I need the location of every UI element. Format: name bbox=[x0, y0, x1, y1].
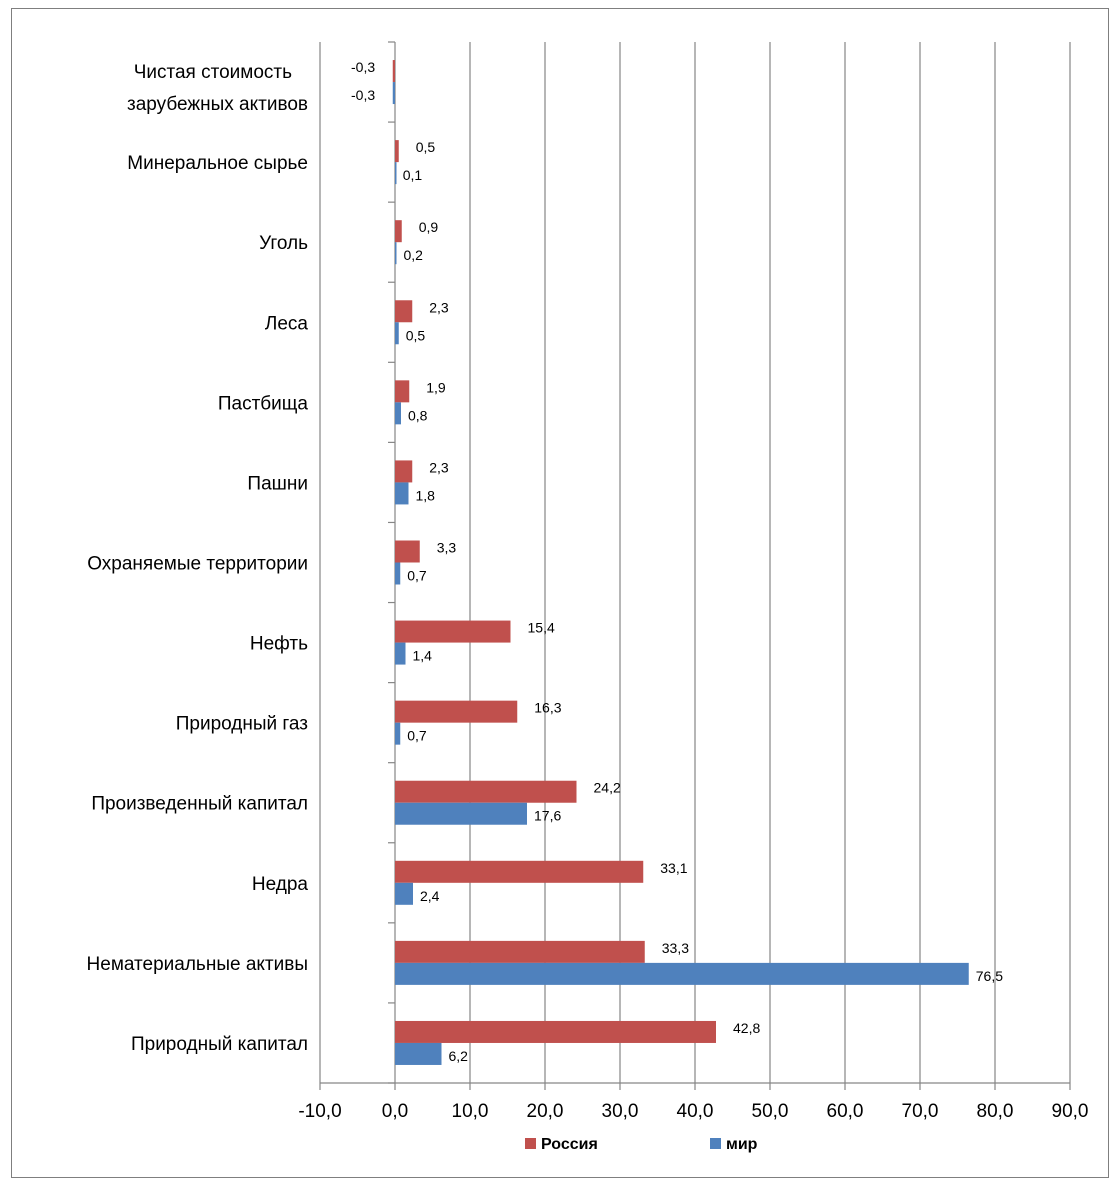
data-label-russia: -0,3 bbox=[351, 59, 375, 75]
data-label-russia: 2,3 bbox=[429, 299, 449, 315]
bar-russia bbox=[395, 940, 645, 963]
bar-world bbox=[395, 322, 399, 345]
data-label-world: 0,7 bbox=[407, 568, 427, 584]
data-label-world: 76,5 bbox=[976, 968, 1003, 984]
data-label-world: -0,3 bbox=[351, 87, 375, 103]
data-label-russia: 16,3 bbox=[534, 700, 561, 716]
category-label: Леса bbox=[265, 313, 309, 334]
x-tick-label: 90,0 bbox=[1052, 1101, 1089, 1122]
bar-world bbox=[395, 1042, 442, 1065]
data-label-world: 0,1 bbox=[403, 167, 423, 183]
bar-russia bbox=[395, 540, 420, 563]
data-label-russia: 3,3 bbox=[437, 540, 457, 556]
legend-label-russia: Россия bbox=[541, 1136, 598, 1153]
x-tick-label: 80,0 bbox=[977, 1101, 1014, 1122]
data-label-russia: 33,3 bbox=[662, 940, 689, 956]
legend-label-world: мир bbox=[726, 1136, 758, 1153]
category-label: Нефть bbox=[250, 634, 308, 655]
legend-swatch-russia bbox=[525, 1138, 536, 1149]
bar-world bbox=[395, 882, 413, 905]
category-label: Пашни bbox=[247, 473, 308, 494]
x-tick-label: 30,0 bbox=[602, 1101, 639, 1122]
bar-world bbox=[395, 642, 406, 665]
category-label: Пастбища bbox=[218, 393, 309, 414]
category-label: Недра bbox=[252, 874, 309, 895]
data-label-russia: 0,9 bbox=[419, 219, 439, 235]
bar-world bbox=[392, 82, 395, 105]
data-label-russia: 24,2 bbox=[594, 780, 621, 796]
bar-russia bbox=[395, 860, 644, 883]
bar-russia bbox=[395, 460, 413, 483]
data-label-russia: 0,5 bbox=[416, 139, 436, 155]
category-label: Природный газ bbox=[176, 714, 308, 735]
bar-world bbox=[395, 162, 397, 185]
x-tick-label: 20,0 bbox=[527, 1101, 564, 1122]
data-label-world: 0,5 bbox=[406, 327, 426, 343]
bar-russia bbox=[392, 60, 395, 83]
data-label-world: 0,8 bbox=[408, 407, 428, 423]
bar-world bbox=[395, 562, 401, 585]
bar-russia bbox=[395, 380, 410, 403]
legend-swatch-world bbox=[710, 1138, 721, 1149]
category-label: Охраняемые территории bbox=[87, 554, 308, 575]
bar-russia bbox=[395, 620, 511, 643]
x-tick-label: 60,0 bbox=[827, 1101, 864, 1122]
bar-russia bbox=[395, 300, 413, 323]
bar-world bbox=[395, 402, 401, 425]
x-tick-label: 0,0 bbox=[382, 1101, 408, 1122]
bar-world bbox=[395, 962, 969, 985]
bar-world bbox=[395, 802, 527, 825]
data-label-world: 17,6 bbox=[534, 808, 561, 824]
category-label: зарубежных активов bbox=[127, 94, 308, 115]
bar-russia bbox=[395, 1020, 716, 1043]
bar-russia bbox=[395, 780, 577, 803]
data-label-russia: 42,8 bbox=[733, 1020, 760, 1036]
category-label: Минеральное сырье bbox=[127, 153, 308, 174]
category-label: Чистая стоимость bbox=[134, 62, 292, 83]
bar-russia bbox=[395, 140, 399, 163]
data-label-world: 1,8 bbox=[416, 487, 436, 503]
data-label-russia: 2,3 bbox=[429, 459, 449, 475]
x-tick-label: 10,0 bbox=[452, 1101, 489, 1122]
bar-world bbox=[395, 242, 397, 265]
bar-world bbox=[395, 482, 409, 505]
data-label-world: 0,2 bbox=[404, 247, 424, 263]
x-tick-label: 40,0 bbox=[677, 1101, 714, 1122]
x-tick-label: -10,0 bbox=[298, 1101, 341, 1122]
data-label-russia: 15,4 bbox=[528, 620, 555, 636]
data-label-russia: 33,1 bbox=[660, 860, 687, 876]
bar-russia bbox=[395, 700, 518, 723]
bar-russia bbox=[395, 220, 402, 243]
category-label: Природный капитал bbox=[131, 1034, 308, 1055]
x-tick-label: 50,0 bbox=[752, 1101, 789, 1122]
data-label-russia: 1,9 bbox=[426, 379, 446, 395]
x-tick-label: 70,0 bbox=[902, 1101, 939, 1122]
data-label-world: 2,4 bbox=[420, 888, 440, 904]
data-label-world: 6,2 bbox=[449, 1048, 469, 1064]
data-label-world: 1,4 bbox=[413, 648, 433, 664]
category-label: Уголь bbox=[259, 233, 308, 254]
bar-world bbox=[395, 722, 401, 745]
data-label-world: 0,7 bbox=[407, 728, 427, 744]
category-label: Произведенный капитал bbox=[91, 794, 308, 815]
category-label: Нематериальные активы bbox=[87, 954, 308, 975]
